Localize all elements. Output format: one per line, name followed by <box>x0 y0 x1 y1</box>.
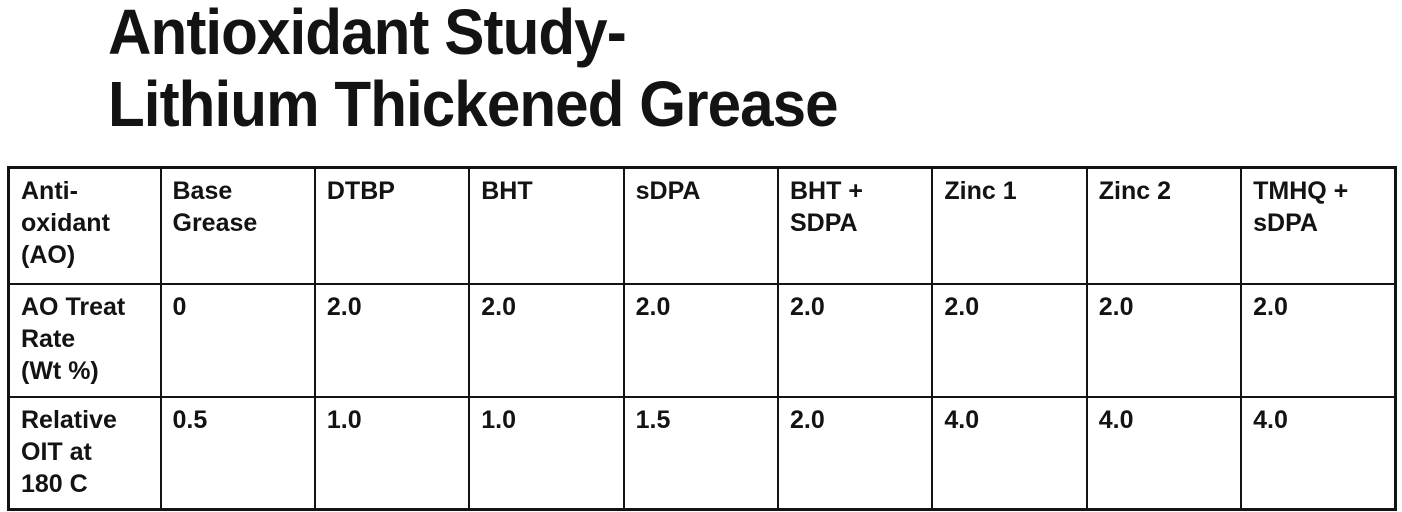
cell-value: 2.0 <box>313 282 471 398</box>
col-header-antioxidant: Anti- oxidant (AO) <box>7 166 162 285</box>
cell-value: 1.0 <box>313 395 471 511</box>
cell-value: 4.0 <box>931 395 1088 511</box>
cell-value: 1.0 <box>468 395 625 511</box>
col-header-base-grease: Base Grease <box>159 166 316 285</box>
cell-value: 1.5 <box>622 395 780 511</box>
cell-value: 2.0 <box>776 282 934 398</box>
cell-value: 2.0 <box>776 395 934 511</box>
cell-value: 0 <box>159 282 316 398</box>
cell-value: 2.0 <box>931 282 1088 398</box>
col-header-bht-sdpa: BHT + SDPA <box>776 166 934 285</box>
cell-value: 2.0 <box>1085 282 1243 398</box>
cell-value: 4.0 <box>1240 395 1397 511</box>
cell-value: 4.0 <box>1085 395 1243 511</box>
col-header-sdpa: sDPA <box>622 166 780 285</box>
cell-value: 2.0 <box>1240 282 1397 398</box>
antioxidant-table: Anti- oxidant (AO) Base Grease DTBP BHT … <box>7 166 1397 511</box>
cell-value: 0.5 <box>159 395 316 511</box>
title-line-2: Lithium Thickened Grease <box>108 68 839 140</box>
col-header-zinc-2: Zinc 2 <box>1085 166 1243 285</box>
col-header-bht: BHT <box>468 166 625 285</box>
slide-title: Antioxidant Study- Lithium Thickened Gre… <box>108 0 839 140</box>
col-header-dtbp: DTBP <box>313 166 471 285</box>
title-line-1: Antioxidant Study- <box>108 0 627 68</box>
col-header-tmhq-sdpa: TMHQ + sDPA <box>1240 166 1397 285</box>
cell-value: 2.0 <box>468 282 625 398</box>
col-header-zinc-1: Zinc 1 <box>931 166 1088 285</box>
row-label-ao-treat-rate: AO Treat Rate (Wt %) <box>7 282 162 398</box>
row-label-relative-oit: Relative OIT at 180 C <box>7 395 162 511</box>
table-row-relative-oit: Relative OIT at 180 C 0.5 1.0 1.0 1.5 2.… <box>7 395 1397 511</box>
cell-value: 2.0 <box>622 282 780 398</box>
table-header-row: Anti- oxidant (AO) Base Grease DTBP BHT … <box>7 166 1397 285</box>
table-row-ao-treat-rate: AO Treat Rate (Wt %) 0 2.0 2.0 2.0 2.0 2… <box>7 282 1397 398</box>
